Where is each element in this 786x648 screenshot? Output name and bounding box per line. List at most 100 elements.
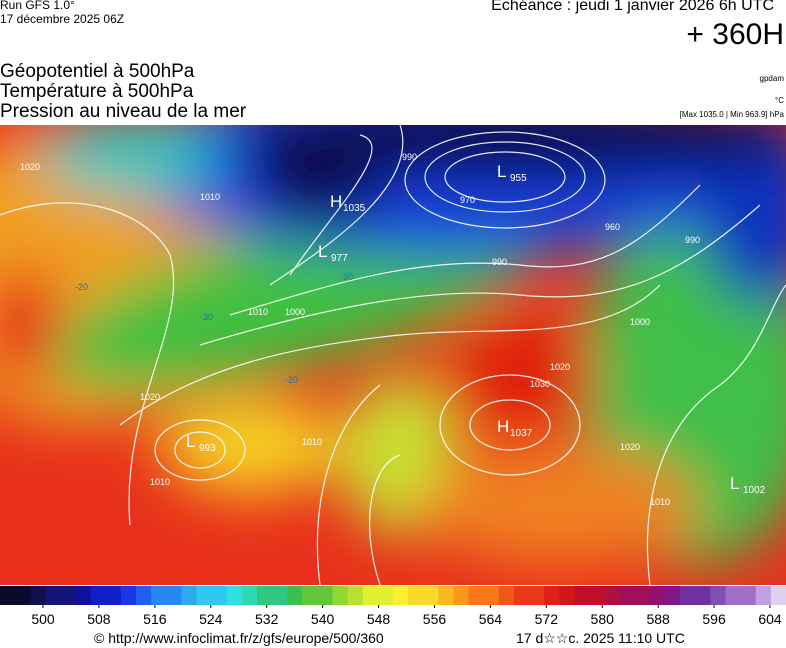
colorbar-cell: [241, 586, 258, 605]
colorbar-cell: [362, 586, 379, 605]
colorbar-cell: [347, 586, 364, 605]
run: Run GFS 1.0°: [0, 0, 75, 12]
temperature-label: -20: [75, 282, 88, 292]
isobar-label: 1010: [302, 437, 322, 447]
temperature-label: -30: [340, 272, 353, 282]
isobar-label: 1010: [650, 497, 670, 507]
colorbar-cell: [740, 586, 757, 605]
layer: Géopotentiel à 500hPa: [0, 61, 195, 82]
colorbar-cell: [695, 586, 711, 605]
pressure-center-letter: L: [497, 162, 506, 181]
isobar-label: 1020: [550, 362, 570, 372]
colorbar-cell: [393, 586, 409, 605]
pressure-center-letter: H: [330, 192, 342, 211]
colorbar-tick-label: 524: [199, 611, 223, 627]
colorbar-tick-label: 532: [255, 611, 279, 627]
colorbar-cell: [529, 586, 545, 605]
isobar-label: 990: [685, 235, 700, 245]
isobar-label: 1010: [248, 307, 268, 317]
colorbar-cell: [332, 586, 349, 605]
colorbar-cell: [438, 586, 454, 605]
pressure-center-value: 1037: [510, 428, 533, 439]
colorbar-tick-label: 564: [479, 611, 503, 627]
colorbar-cell: [589, 586, 606, 605]
pressure-center-value: 955: [510, 173, 527, 184]
colorbar-cell: [105, 586, 122, 605]
pressure-center-letter: L: [730, 474, 739, 493]
colorbar-cell: [710, 586, 727, 605]
colorbar-cell: [317, 586, 334, 605]
isobar-label: 1030: [530, 379, 550, 389]
colorbar-cell: [0, 586, 16, 605]
colorbar-cell: [45, 586, 61, 605]
isobar-label: 1020: [140, 392, 160, 402]
colorbar-cell: [272, 586, 288, 605]
colorbar-cell: [755, 586, 772, 605]
colorbar-cell: [151, 586, 167, 605]
colorbar-cell: [287, 586, 303, 605]
layer: Température à 500hPa: [0, 81, 194, 102]
colorbar-cell: [226, 586, 243, 605]
layer: Pression au niveau de la mer: [0, 101, 247, 122]
pressure-center-value: 993: [199, 443, 216, 454]
source-url: © http://www.infoclimat.fr/z/gfs/europe/…: [94, 630, 384, 646]
colorbar-tick-label: 596: [702, 611, 726, 627]
colorbar-tick-label: 548: [367, 611, 391, 627]
pressure-center-value: 1002: [743, 485, 766, 496]
colorbar-cell: [60, 586, 77, 605]
colorbar-tick-label: 572: [535, 611, 559, 627]
colorbar-cell: [196, 586, 213, 605]
colorbar-cell: [408, 586, 424, 605]
temperature-label: -20: [285, 375, 298, 385]
isobar-label: 1010: [200, 192, 220, 202]
unit: °C: [775, 96, 784, 105]
colorbar-cell: [90, 586, 107, 605]
colorbar-cell: [559, 586, 575, 605]
colorbar-cell: [75, 586, 92, 605]
colorbar-cell: [665, 586, 681, 605]
colorbar-tick-label: 540: [311, 611, 335, 627]
colorbar-cell: [483, 586, 500, 605]
echeance: Echéance : jeudi 1 janvier 2026 6h UTC: [491, 0, 774, 14]
colorbar-cell: [680, 586, 696, 605]
colorbar-tick-label: 556: [423, 611, 447, 627]
isobar-label: 990: [492, 257, 507, 267]
colorbar-cell: [468, 586, 485, 605]
isobar-label: 1020: [620, 442, 640, 452]
colorbar-cell: [181, 586, 197, 605]
unit: gpdam: [759, 74, 784, 83]
pressure-center-letter: L: [318, 242, 327, 261]
colorbar-tick-label: 580: [591, 611, 615, 627]
colorbar-cell: [498, 586, 515, 605]
colorbar-tick-label: 604: [758, 611, 782, 627]
isobar-label: 1010: [150, 477, 170, 487]
lead-time: + 360H: [686, 18, 784, 51]
unit: [Max 1035.0 | Min 963.9] hPa: [679, 110, 784, 119]
colorbar-cell: [574, 586, 590, 605]
colorbar-cell: [211, 586, 228, 605]
pressure-center-value: 1035: [343, 203, 366, 214]
colorbar-cell: [256, 586, 273, 605]
colorbar-cell: [423, 586, 439, 605]
colorbar-tick-label: 588: [646, 611, 670, 627]
colorbar-tick-label: 508: [87, 611, 111, 627]
colorbar-cell: [513, 586, 530, 605]
colorbar-cell: [166, 586, 182, 605]
colorbar-tick-label: 500: [31, 611, 55, 627]
isobar-label: 1020: [20, 162, 40, 172]
colorbar-cell: [770, 586, 786, 605]
colorbar-cell: [120, 586, 137, 605]
colorbar-cell: [649, 586, 666, 605]
colorbar-cell: [725, 586, 742, 605]
colorbar-cell: [302, 586, 318, 605]
colorbar-cell: [544, 586, 560, 605]
colorbar-cell: [377, 586, 394, 605]
colorbar-cell: [634, 586, 651, 605]
run-date: 17 décembre 2025 06Z: [0, 12, 125, 26]
colorbar-cell: [136, 586, 152, 605]
colorbar-cell: [604, 586, 621, 605]
isobar-label: 1000: [630, 317, 650, 327]
colorbar-cell: [453, 586, 470, 605]
